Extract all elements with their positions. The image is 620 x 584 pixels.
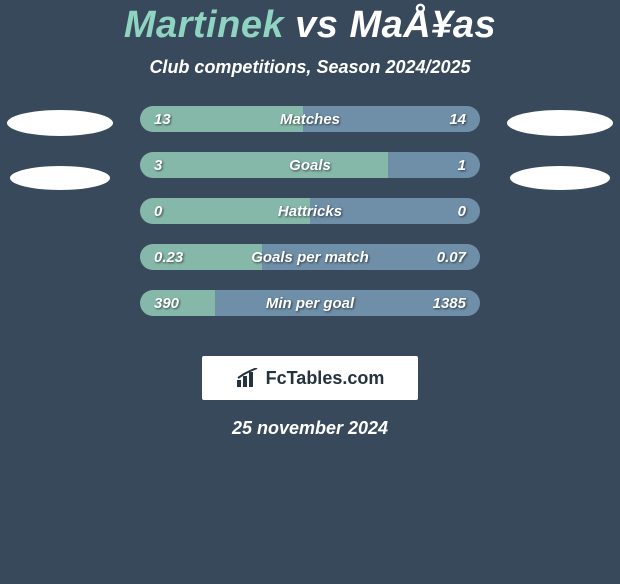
stat-segment-left: [140, 244, 262, 270]
stat-row: 1314Matches: [140, 106, 480, 132]
stat-segment-right: [310, 198, 480, 224]
bar-chart-icon: [236, 368, 260, 388]
stat-segment-left: [140, 290, 215, 316]
stat-row: 3901385Min per goal: [140, 290, 480, 316]
comparison-bars: 1314Matches 31Goals 00Hattricks 0.230.07Goa…: [140, 106, 480, 316]
left-avatar-ellipse-2: [10, 166, 110, 190]
comparison-stage: 1314Matches 31Goals 00Hattricks 0.230.07Goa…: [0, 106, 620, 336]
right-avatar-column: [500, 110, 620, 190]
stat-segment-left: [140, 198, 310, 224]
left-avatar-ellipse-1: [7, 110, 113, 136]
stat-segment-right: [388, 152, 480, 178]
left-avatar-column: [0, 110, 120, 190]
right-avatar-ellipse-2: [510, 166, 610, 190]
stat-row: 00Hattricks: [140, 198, 480, 224]
stat-segment-right: [262, 244, 480, 270]
comparison-title: Martinek vs MaÅ¥as: [0, 4, 620, 47]
stat-segment-right: [215, 290, 480, 316]
title-vs: vs: [295, 4, 338, 46]
snapshot-date: 25 november 2024: [0, 418, 620, 439]
stat-row: 31Goals: [140, 152, 480, 178]
logo-text: FcTables.com: [266, 368, 385, 389]
title-player-left: Martinek: [124, 4, 284, 46]
stat-segment-right: [303, 106, 480, 132]
fctables-logo[interactable]: FcTables.com: [202, 356, 418, 400]
title-player-right: MaÅ¥as: [350, 4, 497, 46]
right-avatar-ellipse-1: [507, 110, 613, 136]
stat-row: 0.230.07Goals per match: [140, 244, 480, 270]
stat-segment-left: [140, 106, 303, 132]
stat-segment-left: [140, 152, 388, 178]
competition-subtitle: Club competitions, Season 2024/2025: [0, 57, 620, 78]
